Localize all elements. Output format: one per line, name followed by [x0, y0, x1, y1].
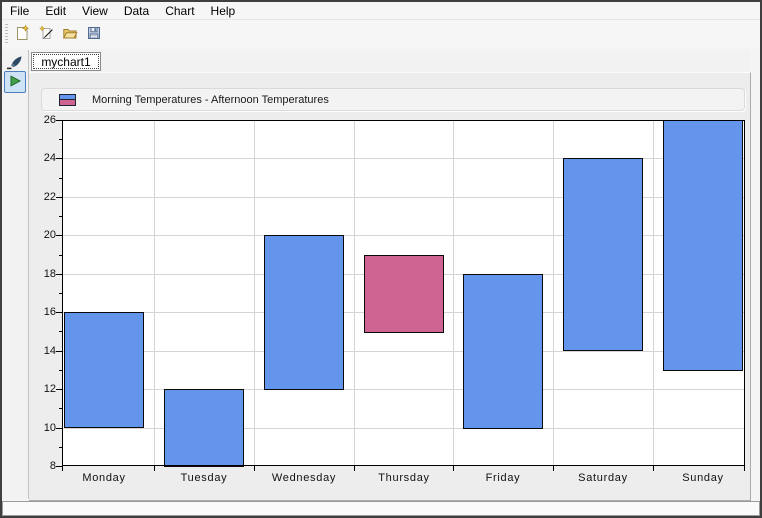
- menu-item-help[interactable]: Help: [210, 3, 236, 18]
- tab-label: mychart1: [41, 54, 91, 69]
- chart-legend: Morning Temperatures - Afternoon Tempera…: [41, 88, 745, 111]
- wand-icon: [38, 25, 54, 41]
- menu-item-file[interactable]: File: [10, 3, 30, 18]
- tab-strip: mychart1: [29, 50, 750, 73]
- bar-monday[interactable]: [64, 312, 144, 428]
- bar-saturday[interactable]: [563, 158, 643, 351]
- save-icon: [86, 25, 102, 41]
- open-button[interactable]: [60, 23, 80, 43]
- menu-item-data[interactable]: Data: [123, 3, 150, 18]
- menu-item-edit[interactable]: Edit: [45, 3, 67, 18]
- bar-wednesday[interactable]: [264, 235, 344, 390]
- main-toolbar: [2, 20, 760, 48]
- chart-wizard-button[interactable]: [36, 23, 56, 43]
- open-folder-icon: [62, 25, 78, 41]
- menu-bar: File Edit View Data Chart Help: [2, 2, 760, 20]
- tab-mychart1[interactable]: mychart1: [31, 52, 101, 71]
- brush-icon: [6, 56, 24, 74]
- menu-item-view[interactable]: View: [82, 3, 108, 18]
- new-file-icon: [14, 25, 30, 41]
- bar-tuesday[interactable]: [164, 389, 244, 467]
- tool-palette: [2, 50, 29, 499]
- bar-friday[interactable]: [463, 274, 543, 429]
- bar-thursday[interactable]: [364, 255, 444, 333]
- bar-sunday[interactable]: [663, 120, 743, 371]
- menu-item-chart[interactable]: Chart: [165, 3, 195, 18]
- style-brush-tool[interactable]: [6, 55, 24, 71]
- status-bar: [2, 501, 760, 516]
- legend-label: Morning Temperatures - Afternoon Tempera…: [92, 94, 329, 106]
- toolbar-grip[interactable]: [5, 24, 8, 44]
- new-chart-button[interactable]: [12, 23, 32, 43]
- run-tool[interactable]: [4, 71, 26, 93]
- play-icon: [7, 73, 23, 92]
- save-button[interactable]: [84, 23, 104, 43]
- legend-swatch-icon: [59, 94, 76, 106]
